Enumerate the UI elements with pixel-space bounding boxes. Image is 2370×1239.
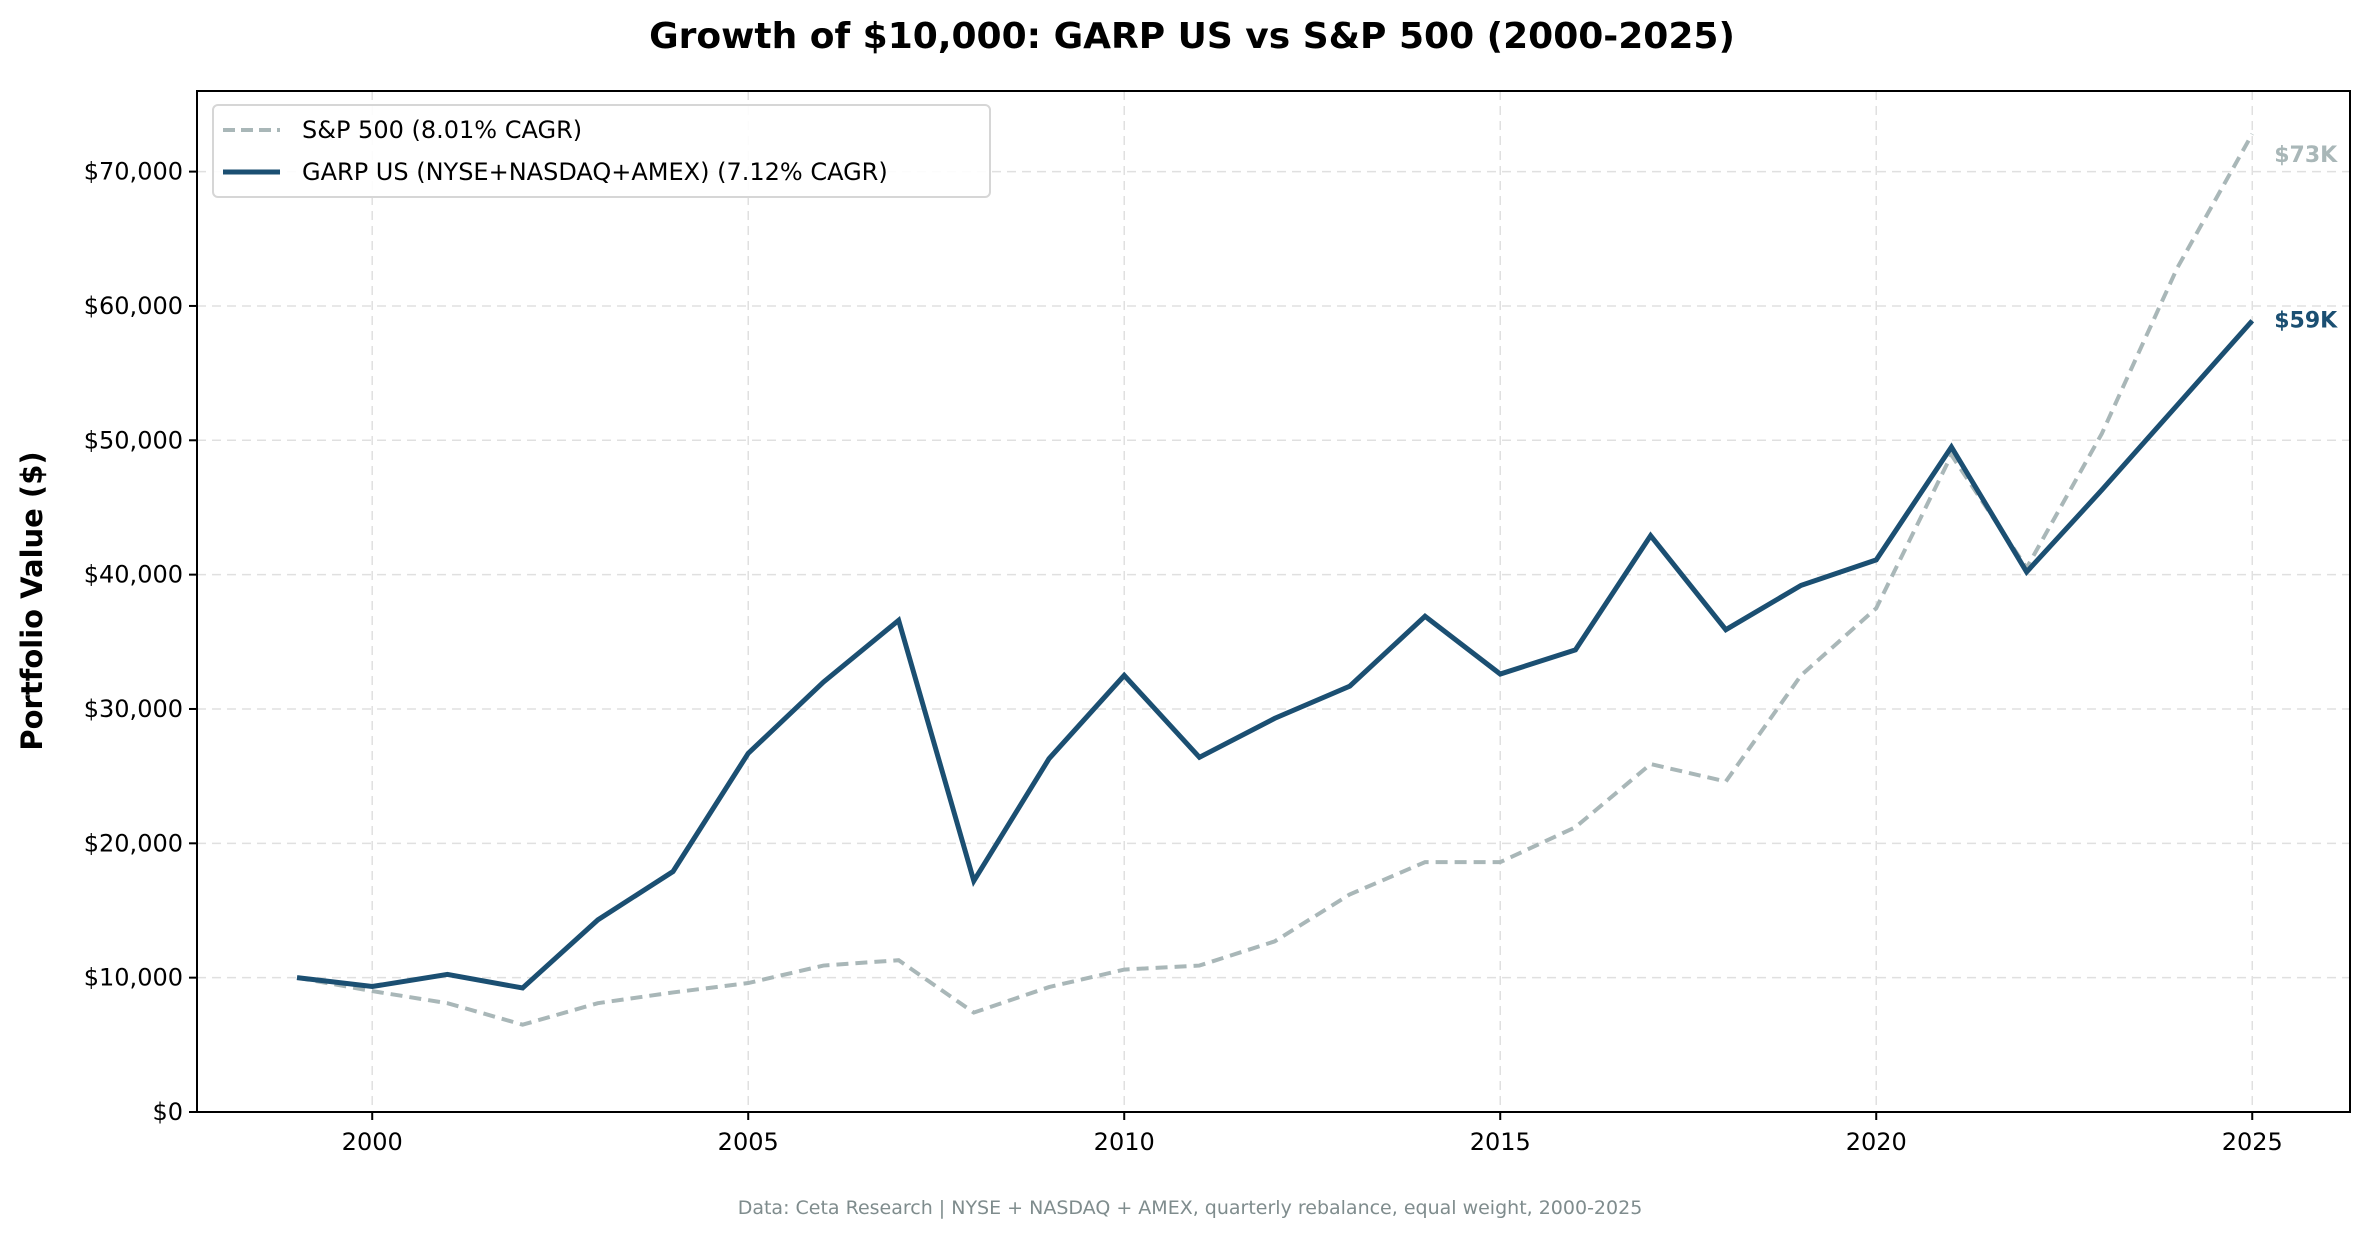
y-axis-label: Portfolio Value ($)	[15, 451, 49, 750]
x-tick-label: 2020	[1846, 1128, 1907, 1156]
series-line-sp500	[296, 133, 2254, 1027]
legend-label-garp: GARP US (NYSE+NASDAQ+AMEX) (7.12% CAGR)	[302, 158, 888, 186]
x-tick-label: 2015	[1470, 1128, 1531, 1156]
y-tick-label: $50,000	[84, 426, 183, 454]
x-tick-label: 2000	[342, 1128, 403, 1156]
series-lines: $73K $59K	[296, 133, 2338, 1027]
x-tick-label: 2025	[2222, 1128, 2283, 1156]
y-tick-label: $10,000	[84, 964, 183, 992]
x-tick-label: 2005	[718, 1128, 779, 1156]
legend-label-sp500: S&P 500 (8.01% CAGR)	[302, 116, 582, 144]
ticks: 2000 2005 2010 2015 2020 2025 $0 $10,000 $20,000…	[84, 158, 2283, 1156]
legend: S&P 500 (8.01% CAGR) GARP US (NYSE+NASDA…	[212, 104, 991, 198]
y-tick-label: $20,000	[84, 829, 183, 857]
legend-box	[212, 104, 991, 198]
grid	[197, 91, 2350, 1113]
y-tick-label: $70,000	[84, 158, 183, 186]
x-tick-label: 2010	[1094, 1128, 1155, 1156]
y-tick-label: $30,000	[84, 695, 183, 723]
series-line-garp	[296, 319, 2255, 991]
y-tick-label: $0	[152, 1098, 183, 1126]
y-tick-label: $60,000	[84, 292, 183, 320]
plot-frame	[196, 90, 2351, 1113]
end-label-sp500: $73K	[2274, 143, 2338, 168]
y-tick-label: $40,000	[84, 561, 183, 589]
footnote: Data: Ceta Research | NYSE + NASDAQ + AM…	[738, 1197, 1643, 1219]
end-label-garp: $59K	[2274, 309, 2338, 334]
chart-title: Growth of $10,000: GARP US vs S&P 500 (2…	[649, 16, 1735, 57]
